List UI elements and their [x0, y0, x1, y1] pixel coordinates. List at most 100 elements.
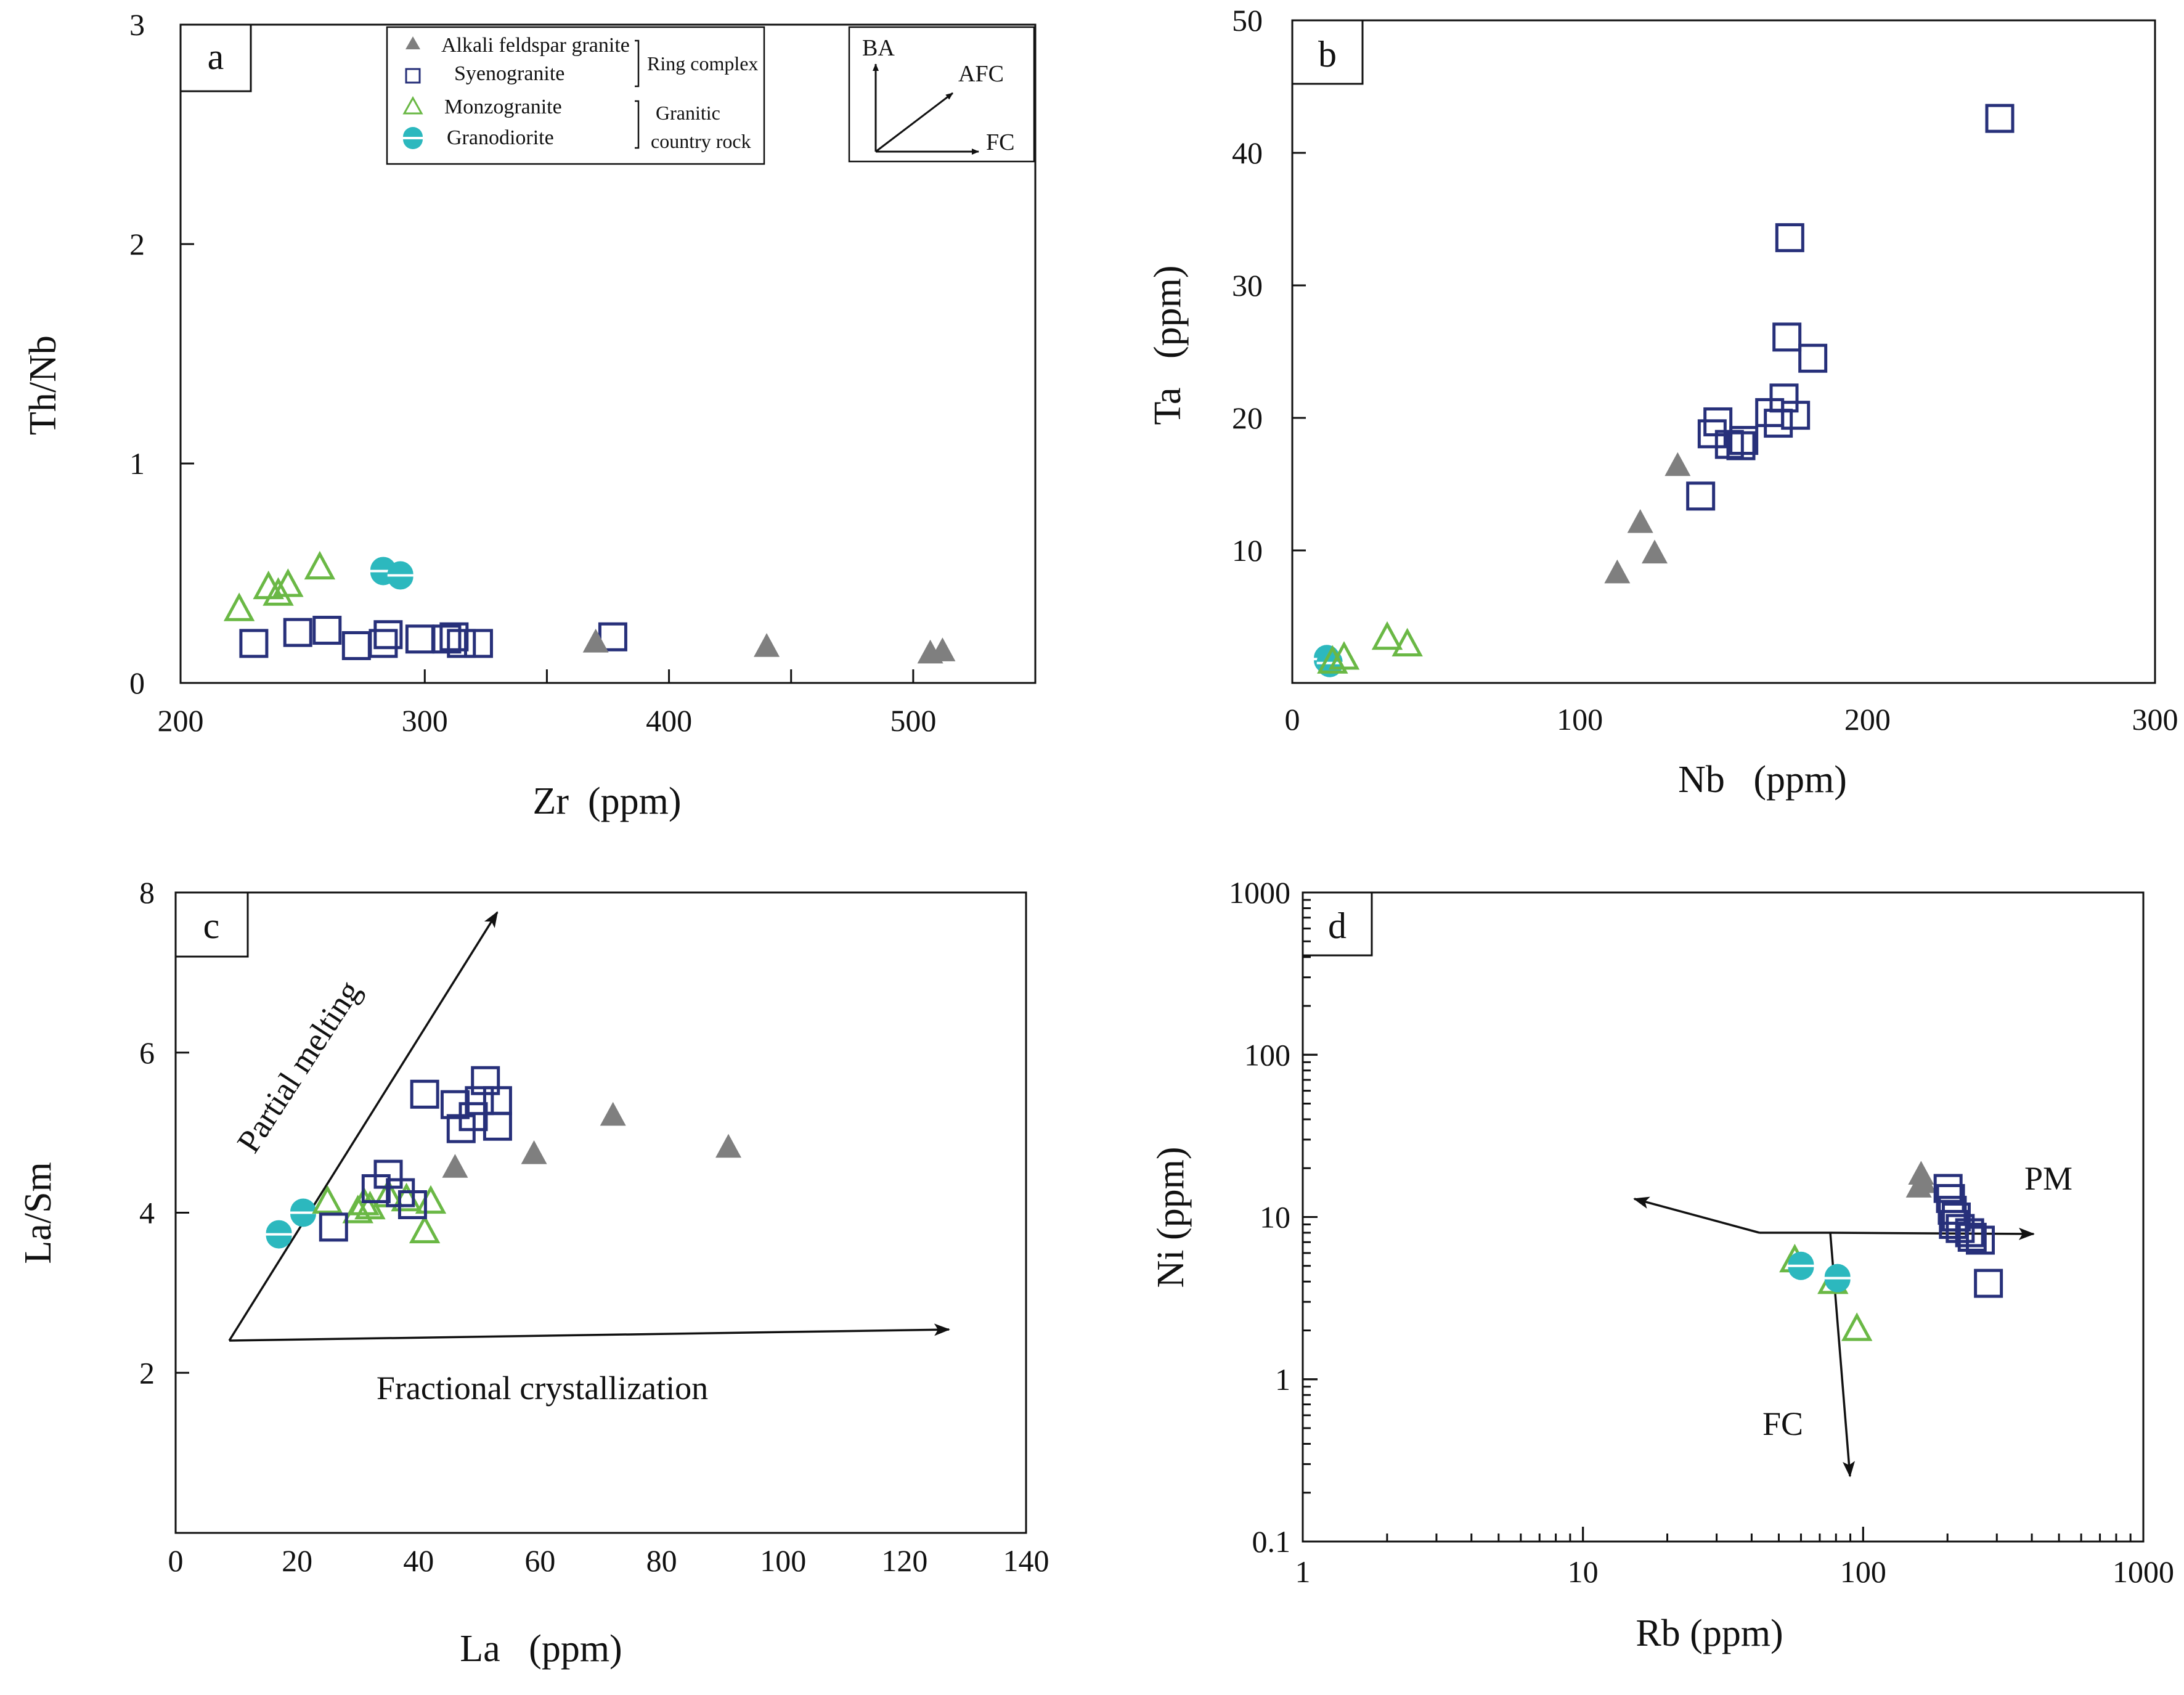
panel-c-axes: 0 20 40 60 80 100 120 140 2 4 6 8: [139, 875, 1049, 1578]
panel-a-ytick-label: 1: [129, 446, 145, 481]
fractional-crystallization-label: Fractional crystallization: [377, 1370, 708, 1407]
panel-d-ytick-label: 0.1: [1252, 1524, 1291, 1559]
legend-alkali-symbol: [405, 36, 420, 49]
panel-c-xtick-label: 120: [881, 1543, 927, 1578]
panel-d-ylabel: Ni (ppm): [1150, 1146, 1192, 1288]
syenogranite-point: [1955, 1218, 1984, 1248]
legend-syeno-symbol: [405, 68, 421, 84]
inset-afc-label: AFC: [958, 61, 1004, 87]
syenogranite-point: [341, 631, 371, 660]
panel-a-points: [223, 550, 956, 664]
syenogranite-point: [405, 624, 434, 654]
monzogranite-point: [409, 1214, 441, 1244]
panel-b-ytick-label: 20: [1232, 401, 1263, 435]
panel-a-xtick-label: 500: [890, 703, 936, 738]
partial-melting-label: Partial melting: [230, 974, 368, 1159]
panel-c-xtick-label: 100: [760, 1543, 806, 1578]
panel-b-label-box: [1291, 19, 1364, 85]
panel-a-ytick-label: 2: [129, 227, 145, 261]
alkali-feldspar-granite-point: [929, 637, 956, 661]
granodiorite-point: [1788, 1251, 1814, 1280]
fractional-crystallization-arrow: [229, 1323, 950, 1342]
syenogranite-point: [1772, 322, 1802, 352]
syenogranite-point: [410, 1079, 439, 1109]
panel-a-xlabel: Zr (ppm): [532, 780, 681, 822]
panel-d-xlabel: Rb (ppm): [1636, 1612, 1783, 1654]
panel-b: b Nb (ppm) Ta (ppm) 0 100 200 300 10 20 30 40 50: [1147, 3, 2178, 801]
syenogranite-point: [1775, 223, 1804, 253]
fc-label: FC: [1762, 1405, 1803, 1442]
monzogranite-point: [304, 550, 336, 580]
panel-d-xtick-label: 10: [1568, 1554, 1599, 1589]
partial-melting-arrow: [228, 911, 499, 1341]
monzogranite-point: [1317, 645, 1348, 674]
monzogranite-point: [1371, 621, 1403, 650]
inset-process-arrows: BA AFC FC: [848, 26, 1035, 163]
monzogranite-point: [312, 1185, 343, 1214]
inset-frame: [848, 26, 1035, 163]
panel-c-xtick-label: 40: [403, 1543, 434, 1578]
alkali-feldspar-granite-point: [600, 1101, 626, 1126]
legend-monzo-symbol: [402, 96, 423, 115]
legend-group1-label: Ring complex: [647, 52, 758, 75]
panel-b-ylabel: Ta (ppm): [1147, 265, 1189, 425]
monzogranite-point: [1328, 641, 1360, 670]
legend-syeno-label: Syenogranite: [454, 62, 564, 85]
panel-c-label-box: [174, 891, 249, 958]
panel-a: a Zr (ppm) Th/Nb 200 300 400 500 0 1 2 3 Alkali…: [22, 7, 1037, 822]
panel-b-ytick-label: 40: [1232, 136, 1263, 170]
alkali-feldspar-granite-point: [1910, 1169, 1937, 1193]
panel-c-xtick-label: 20: [282, 1543, 312, 1578]
legend-grano-label: Granodiorite: [447, 126, 554, 149]
panel-d-xtick-label: 100: [1840, 1554, 1886, 1589]
panel-d-letter: d: [1328, 905, 1347, 946]
alkali-feldspar-granite-point: [1604, 559, 1631, 584]
syenogranite-point: [1957, 1222, 1987, 1252]
panel-c-ylabel: La/Sm: [17, 1162, 59, 1264]
panel-b-xtick-label: 200: [1844, 702, 1891, 737]
syenogranite-point: [1966, 1225, 1995, 1255]
panel-a-axes: 200 300 400 500 0 1 2 3: [129, 7, 936, 738]
panel-d-ytick-label: 1000: [1229, 875, 1290, 910]
monzogranite-point: [1841, 1312, 1873, 1341]
syenogranite-point: [312, 616, 342, 645]
syenogranite-point: [1726, 431, 1756, 460]
inset-ba-label: BA: [862, 35, 895, 61]
panel-d-ytick-label: 1: [1275, 1362, 1290, 1397]
pm-arrow: [1830, 1227, 2035, 1240]
panel-c-ytick-label: 4: [139, 1196, 155, 1230]
panel-a-frame: [179, 23, 1037, 684]
syenogranite-point: [373, 620, 403, 650]
panel-d-ytick-label: 10: [1260, 1200, 1290, 1235]
panel-c-xtick-label: 0: [168, 1543, 184, 1578]
alkali-feldspar-granite-point: [1627, 509, 1653, 533]
legend-group2-label-line1: Granitic: [656, 102, 720, 124]
monzogranite-point: [263, 577, 294, 606]
panel-c-ytick-label: 6: [139, 1035, 155, 1070]
syenogranite-point: [1974, 1268, 2003, 1298]
syenogranite-point: [1781, 401, 1811, 430]
panel-c-ytick-label: 2: [139, 1355, 155, 1390]
panel-c-letter: c: [203, 905, 220, 946]
alkali-feldspar-granite-point: [754, 633, 780, 657]
granodiorite-point: [1824, 1264, 1851, 1293]
alkali-feldspar-granite-point: [1664, 452, 1691, 476]
panel-c-xtick-label: 80: [646, 1543, 677, 1578]
legend-country-bracket: [635, 100, 640, 149]
syenogranite-point: [432, 624, 462, 654]
legend-alkali-label: Alkali feldspar granite: [441, 34, 630, 57]
panel-c-xtick-label: 60: [524, 1543, 555, 1578]
syenogranite-point: [319, 1212, 348, 1242]
panel-c-points: [266, 1066, 741, 1249]
panel-d: d Rb (ppm) Ni (ppm) 1 10 100 10000.11101001…: [1150, 875, 2174, 1654]
syenogranite-point: [397, 1190, 427, 1220]
legend-frame: [386, 26, 765, 165]
syenogranite-point: [463, 629, 493, 658]
monzogranite-point: [272, 568, 304, 597]
alkali-feldspar-granite-point: [1642, 539, 1668, 564]
panel-b-ytick-label: 30: [1232, 268, 1263, 303]
panel-c-ytick-label: 8: [139, 875, 155, 910]
syenogranite-point: [447, 629, 476, 658]
